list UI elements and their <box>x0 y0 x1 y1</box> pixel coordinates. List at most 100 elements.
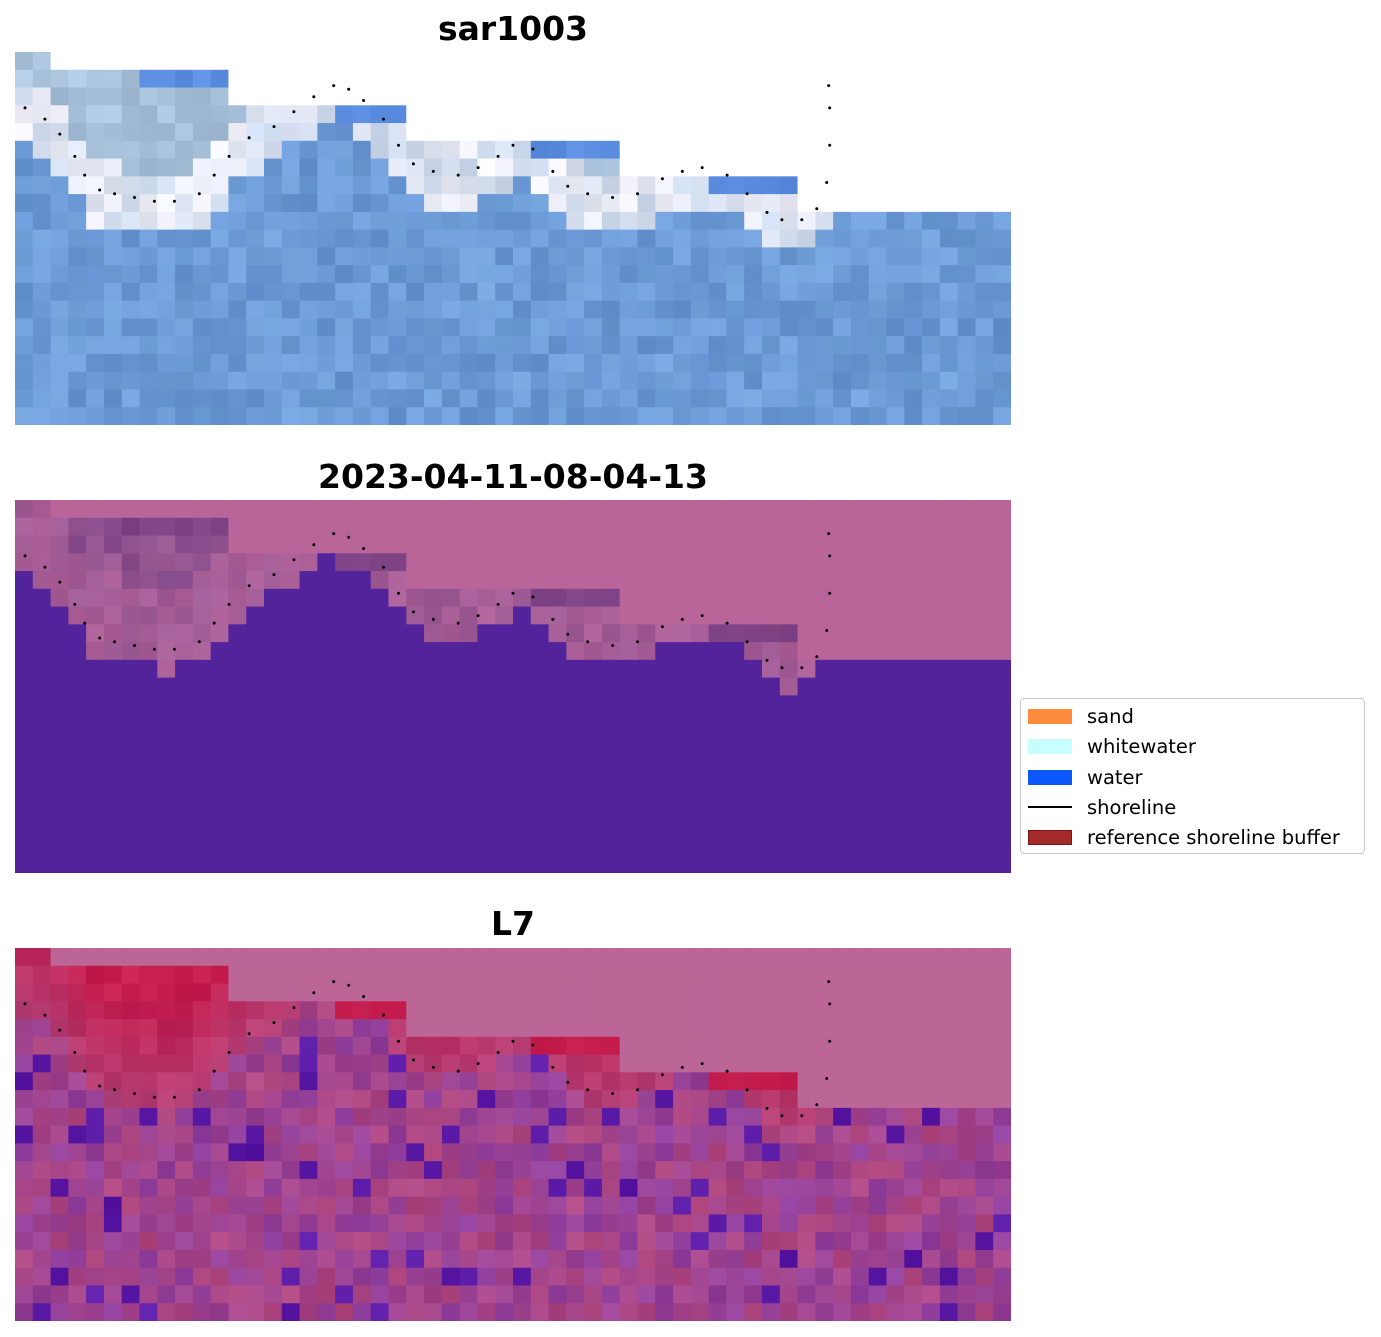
pixel-cell <box>993 265 1011 284</box>
pixel-cell <box>886 677 905 696</box>
pixel-cell <box>50 766 69 785</box>
pixel-cell <box>121 407 141 425</box>
shoreline-point <box>43 117 47 121</box>
pixel-cell <box>175 766 194 785</box>
pixel-cell <box>957 229 977 248</box>
pixel-cell <box>477 535 496 554</box>
pixel-cell <box>406 517 425 537</box>
pixel-cell <box>833 1125 852 1144</box>
pixel-cell <box>459 1001 479 1020</box>
pixel-cell <box>619 1178 639 1198</box>
pixel-cell <box>939 983 959 1002</box>
pixel-cell <box>868 69 888 89</box>
pixel-cell <box>584 1036 603 1056</box>
pixel-cell <box>975 1214 994 1233</box>
legend-swatch-water <box>1028 769 1072 785</box>
pixel-cell <box>388 282 407 302</box>
pixel-cell <box>495 1196 514 1216</box>
pixel-cell <box>228 300 247 320</box>
pixel-cell <box>477 1303 496 1321</box>
pixel-cell <box>50 1001 69 1020</box>
pixel-cell <box>601 69 621 89</box>
pixel-cell <box>993 535 1011 554</box>
pixel-cell <box>708 730 728 750</box>
pixel-cell <box>86 624 105 643</box>
pixel-cell <box>850 677 870 696</box>
pixel-cell <box>673 1054 692 1073</box>
pixel-cell <box>121 695 141 714</box>
pixel-cell <box>121 659 141 679</box>
pixel-cell <box>192 407 212 425</box>
pixel-cell <box>566 1196 585 1216</box>
pixel-cell <box>352 353 372 373</box>
pixel-cell <box>548 282 567 302</box>
pixel-cell <box>797 158 816 177</box>
pixel-cell <box>601 1161 621 1180</box>
pixel-cell <box>655 140 674 160</box>
pixel-cell <box>103 1107 123 1127</box>
pixel-cell <box>264 571 283 590</box>
pixel-cell <box>708 965 728 985</box>
pixel-cell <box>121 535 141 554</box>
pixel-cell <box>335 819 354 839</box>
pixel-cell <box>495 1285 514 1304</box>
pixel-cell <box>86 1036 105 1056</box>
pixel-cell <box>495 389 514 408</box>
pixel-cell <box>655 265 674 284</box>
pixel-cell <box>779 300 799 320</box>
pixel-cell <box>975 766 994 785</box>
pixel-cell <box>744 606 763 625</box>
pixel-cell <box>406 730 425 750</box>
pixel-cell <box>441 123 461 142</box>
pixel-cell <box>352 606 372 625</box>
pixel-cell <box>477 659 496 679</box>
pixel-cell <box>708 194 728 213</box>
legend-item-reference-buffer: reference shoreline buffer <box>1028 825 1340 849</box>
pixel-cell <box>655 1019 674 1038</box>
pixel-cell <box>68 819 87 839</box>
pixel-cell <box>32 1019 52 1038</box>
pixel-cell <box>299 1161 318 1180</box>
pixel-cell <box>352 517 372 537</box>
pixel-cell <box>264 1303 283 1321</box>
pixel-cell <box>86 123 105 142</box>
pixel-cell <box>317 677 336 696</box>
pixel-cell <box>726 1303 745 1321</box>
pixel-cell <box>352 211 372 231</box>
pixel-cell <box>175 983 194 1002</box>
pixel-cell <box>975 784 994 803</box>
pixel-cell <box>139 837 158 856</box>
pixel-cell <box>441 1107 461 1127</box>
shoreline-point <box>725 621 729 625</box>
pixel-cell <box>495 784 514 803</box>
pixel-cell <box>993 336 1011 355</box>
pixel-cell <box>246 624 265 643</box>
pixel-cell <box>352 1072 372 1091</box>
pixel-cell <box>335 588 354 608</box>
pixel-cell <box>352 69 372 89</box>
pixel-cell <box>121 87 141 106</box>
pixel-cell <box>833 748 852 768</box>
pixel-cell <box>15 1143 34 1162</box>
pixel-cell <box>601 389 621 408</box>
pixel-cell <box>815 1303 834 1321</box>
pixel-cell <box>86 69 105 89</box>
pixel-cell <box>673 1125 692 1144</box>
pixel-cell <box>513 606 532 625</box>
pixel-cell <box>335 123 354 142</box>
pixel-cell <box>868 52 888 71</box>
pixel-cell <box>317 766 336 785</box>
pixel-cell <box>299 1232 318 1251</box>
pixel-cell <box>477 801 496 821</box>
pixel-cell <box>868 571 888 590</box>
pixel-cell <box>50 336 69 355</box>
pixel-cell <box>86 801 105 821</box>
pixel-cell <box>264 229 283 248</box>
pixel-cell <box>797 642 816 661</box>
pixel-cell <box>228 837 247 856</box>
pixel-cell <box>993 965 1011 985</box>
pixel-cell <box>637 606 656 625</box>
pixel-cell <box>673 1196 692 1216</box>
pixel-cell <box>406 300 425 320</box>
pixel-cell <box>15 983 34 1002</box>
